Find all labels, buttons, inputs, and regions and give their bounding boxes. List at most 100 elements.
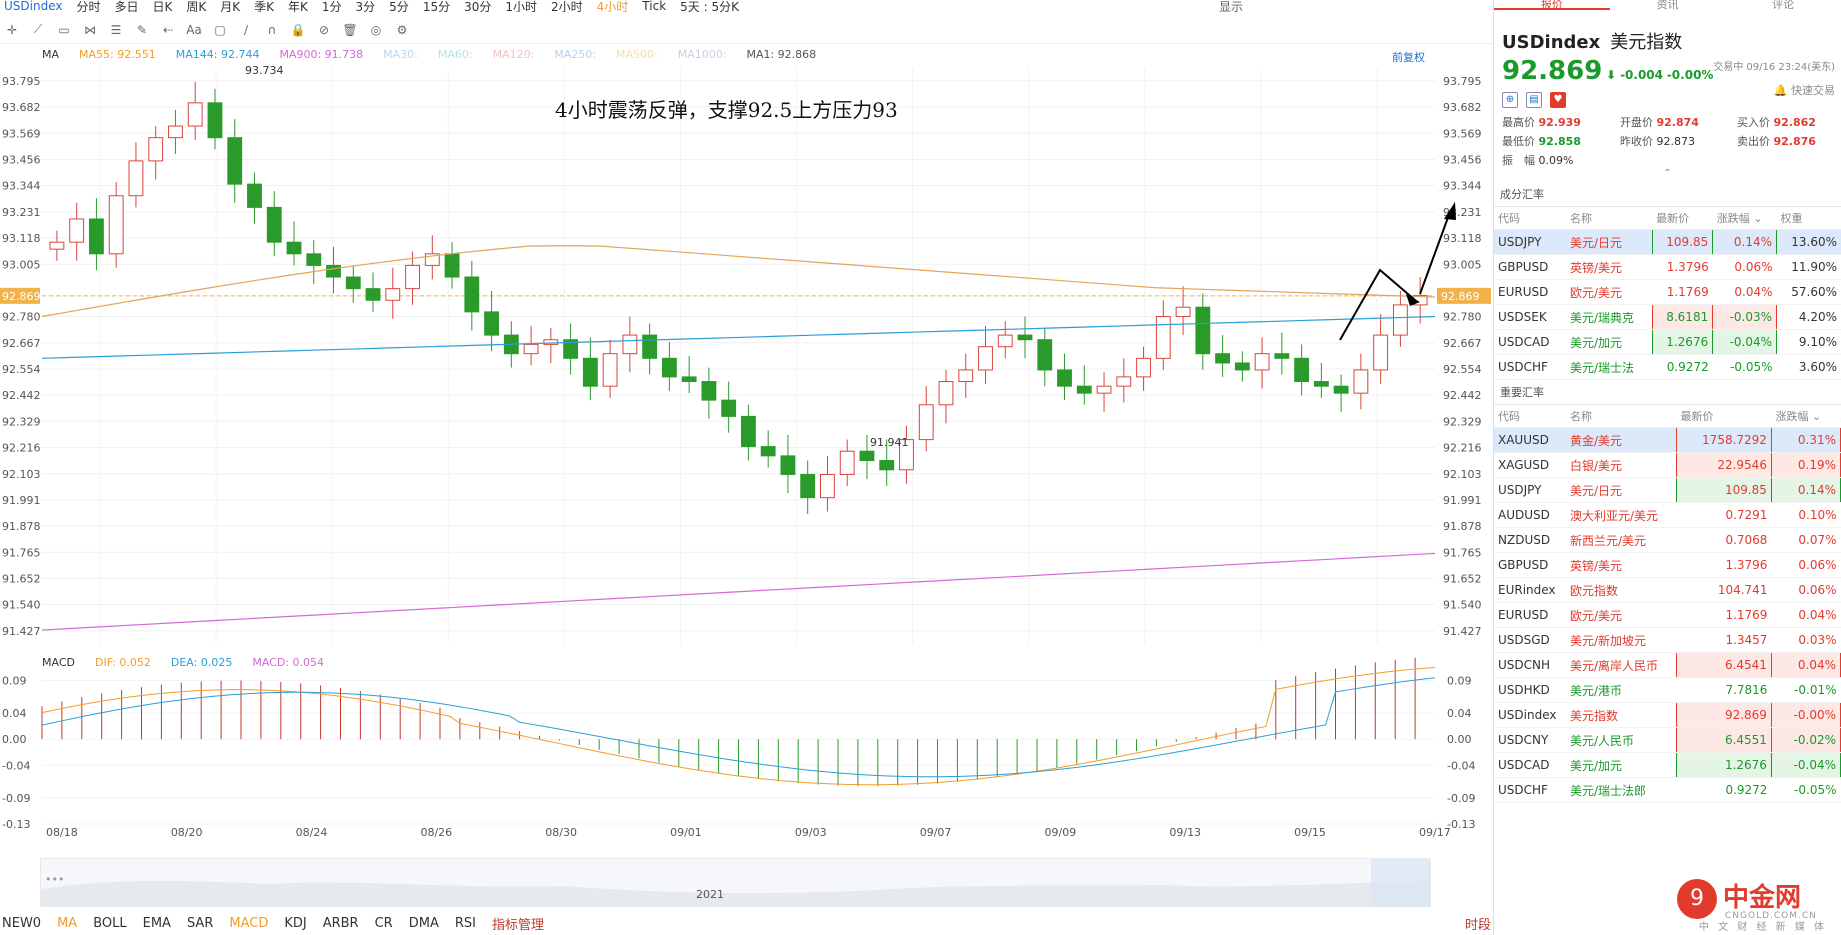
trash-icon[interactable]: 🗑 — [342, 22, 358, 37]
period-tab[interactable]: 年K — [288, 0, 308, 12]
panel-tab[interactable]: 报价 — [1494, 0, 1610, 10]
period-tab[interactable]: 30分 — [464, 0, 492, 12]
indicator-manager[interactable]: 指标管理 — [491, 918, 544, 933]
symbol-link[interactable]: USDindex — [4, 0, 63, 12]
period-tab[interactable]: 分时 — [76, 0, 101, 12]
magnet-icon[interactable]: ∩ — [267, 22, 277, 37]
heart-icon[interactable]: ♥ — [1550, 92, 1566, 108]
table-row[interactable]: USDCAD 美元/加元 1.2676 -0.04% 9.10% — [1494, 329, 1841, 355]
period-tab[interactable]: 1小时 — [505, 0, 538, 12]
indicator-tab[interactable]: KDJ — [284, 916, 307, 931]
hide-icon[interactable]: ⊘ — [318, 22, 330, 37]
indicator-tab[interactable]: CR — [374, 916, 393, 931]
eye-icon[interactable]: ◎ — [370, 22, 382, 37]
high-label: 93.734 — [245, 64, 284, 77]
table-header[interactable]: 最新价 — [1652, 207, 1713, 230]
table-row[interactable]: USDCNH 美元/离岸人民币 6.4541 0.04% — [1494, 652, 1841, 678]
settings-icon[interactable]: ⚙ — [396, 22, 408, 37]
table-row[interactable]: XAUUSD 黄金/美元 1758.7292 0.31% — [1494, 427, 1841, 453]
ma-label[interactable]: MA — [42, 48, 60, 61]
table-header[interactable]: 名称 — [1566, 405, 1677, 428]
fib-tool-icon[interactable]: ☰ — [110, 22, 122, 37]
indicator-tab[interactable]: EMA — [142, 916, 171, 931]
lock-icon[interactable]: 🔒 — [290, 22, 306, 37]
table-row[interactable]: GBPUSD 英镑/美元 1.3796 0.06% — [1494, 552, 1841, 578]
display-menu[interactable]: 显示 — [1218, 0, 1243, 12]
line-tool-icon[interactable]: ⟋ — [33, 22, 43, 36]
period-tab[interactable]: Tick — [642, 0, 667, 12]
macd-label[interactable]: MACD — [42, 656, 75, 669]
doc-icon[interactable]: ▤ — [1526, 92, 1542, 108]
period-tab[interactable]: 5分 — [389, 0, 409, 12]
price-cell: 6.4541 — [1676, 652, 1772, 678]
table-row[interactable]: EURUSD 欧元/美元 1.1769 0.04% 57.60% — [1494, 279, 1841, 305]
table-row[interactable]: USDCHF 美元/瑞士法 0.9272 -0.05% 3.60% — [1494, 354, 1841, 380]
pattern-tool-icon[interactable]: ⋈ — [84, 22, 96, 37]
period-tab[interactable]: 4小时 — [596, 0, 629, 12]
table-row[interactable]: USDindex 美元指数 92.869 -0.00% — [1494, 702, 1841, 728]
period-tab[interactable]: 多日 — [114, 0, 139, 12]
comment-icon[interactable]: ▢ — [214, 22, 226, 37]
period-tab[interactable]: 月K — [220, 0, 241, 12]
indicator-tab[interactable]: BOLL — [93, 916, 127, 931]
table-row[interactable]: USDSGD 美元/新加坡元 1.3457 0.03% — [1494, 627, 1841, 653]
period-link[interactable]: 时段 — [1464, 918, 1491, 933]
globe-icon[interactable]: ⊕ — [1502, 92, 1518, 108]
indicator-tab[interactable]: NEW0 — [2, 916, 42, 931]
panel-tab[interactable]: 评论 — [1772, 0, 1795, 11]
table-row[interactable]: EURindex 欧元指数 104.741 0.06% — [1494, 577, 1841, 603]
table-row[interactable]: NZDUSD 新西兰元/美元 0.7068 0.07% — [1494, 527, 1841, 553]
table-row[interactable]: USDJPY 美元/日元 109.85 0.14% — [1494, 477, 1841, 503]
pen-icon[interactable]: ∕ — [243, 22, 249, 37]
indicator-tab[interactable]: ARBR — [322, 916, 359, 931]
pre-adjust-link[interactable]: 前复权 — [1392, 51, 1425, 64]
table-header[interactable]: 权重 — [1776, 207, 1841, 230]
price-chart[interactable]: 93.795 93.795 93.682 93.682 93.569 93.569 93.4… — [0, 44, 1493, 652]
arrow-tool-icon[interactable]: ⇠ — [162, 22, 174, 37]
table-row[interactable]: USDHKD 美元/港币 7.7816 -0.01% — [1494, 677, 1841, 703]
panel-tab[interactable]: 资讯 — [1656, 0, 1679, 11]
indicator-tab[interactable]: SAR — [186, 916, 214, 931]
price-cell: 1.3796 — [1676, 552, 1772, 578]
table-row[interactable]: XAGUSD 白银/美元 22.9546 0.19% — [1494, 452, 1841, 478]
period-tab[interactable]: 日K — [152, 0, 173, 12]
period-tab[interactable]: 5天 : 5分K — [680, 0, 739, 12]
table-header[interactable]: 涨跌幅 ⌄ — [1712, 207, 1777, 230]
table-header[interactable]: 涨跌幅 ⌄ — [1771, 405, 1841, 428]
table-row[interactable]: GBPUSD 英镑/美元 1.3796 0.06% 11.90% — [1494, 254, 1841, 280]
indicator-tab[interactable]: DMA — [408, 916, 439, 931]
x-tick: 09/15 — [1294, 826, 1326, 837]
macd-svg[interactable]: 0.09 0.09 0.04 0.04 0.00 0.00 -0.04 -0.04 -0.09 -… — [0, 652, 1493, 839]
rect-tool-icon[interactable]: ▭ — [58, 22, 70, 37]
table-row[interactable]: USDSEK 美元/瑞典克 8.6181 -0.03% 4.20% — [1494, 304, 1841, 330]
table-row[interactable]: EURUSD 欧元/美元 1.1769 0.04% — [1494, 602, 1841, 628]
period-tab[interactable]: 周K — [186, 0, 207, 12]
indicator-tab[interactable]: MA — [57, 916, 78, 931]
period-tab[interactable]: 1分 — [321, 0, 342, 12]
brush-icon[interactable]: ✎ — [136, 22, 148, 37]
period-tab[interactable]: 2小时 — [551, 0, 583, 12]
indicator-tab[interactable]: RSI — [454, 916, 476, 931]
candlestick-svg[interactable]: 93.795 93.795 93.682 93.682 93.569 93.569 93.4… — [0, 44, 1493, 652]
table-row[interactable]: USDJPY 美元/日元 109.85 0.14% 13.60% — [1494, 229, 1841, 255]
table-header[interactable]: 代码 — [1494, 405, 1566, 428]
table-header[interactable]: 名称 — [1566, 207, 1653, 230]
table-row[interactable]: USDCHF 美元/瑞士法郎 0.9272 -0.05% — [1494, 777, 1841, 803]
crosshair-icon[interactable]: ✛ — [6, 22, 18, 37]
table-row[interactable]: USDCAD 美元/加元 1.2676 -0.04% — [1494, 752, 1841, 778]
period-tab[interactable]: 3分 — [355, 0, 376, 12]
text-tool-icon[interactable]: Aa — [186, 22, 202, 37]
time-navigator[interactable]: ••• 2021 — [40, 858, 1431, 907]
table-header[interactable]: 代码 — [1494, 207, 1566, 230]
quick-trade-button[interactable]: 🔔 快速交易 — [1774, 82, 1835, 98]
indicator-tab[interactable]: MACD — [229, 916, 269, 931]
macd-chart[interactable]: 0.09 0.09 0.04 0.04 0.00 0.00 -0.04 -0.04 -0.09 -… — [0, 652, 1493, 839]
table-row[interactable]: AUDUSD 澳大利亚元/美元 0.7291 0.10% — [1494, 502, 1841, 528]
period-tab[interactable]: 季K — [254, 0, 275, 12]
period-tab[interactable]: 15分 — [422, 0, 451, 12]
table-header[interactable]: 最新价 — [1676, 405, 1772, 428]
collapse-icon[interactable]: ⌃ — [1663, 168, 1672, 179]
table-row[interactable]: USDCNY 美元/人民币 6.4551 -0.02% — [1494, 727, 1841, 753]
navigator-handle-left[interactable]: ••• — [45, 873, 65, 886]
change-cell: -0.03% — [1712, 304, 1778, 330]
